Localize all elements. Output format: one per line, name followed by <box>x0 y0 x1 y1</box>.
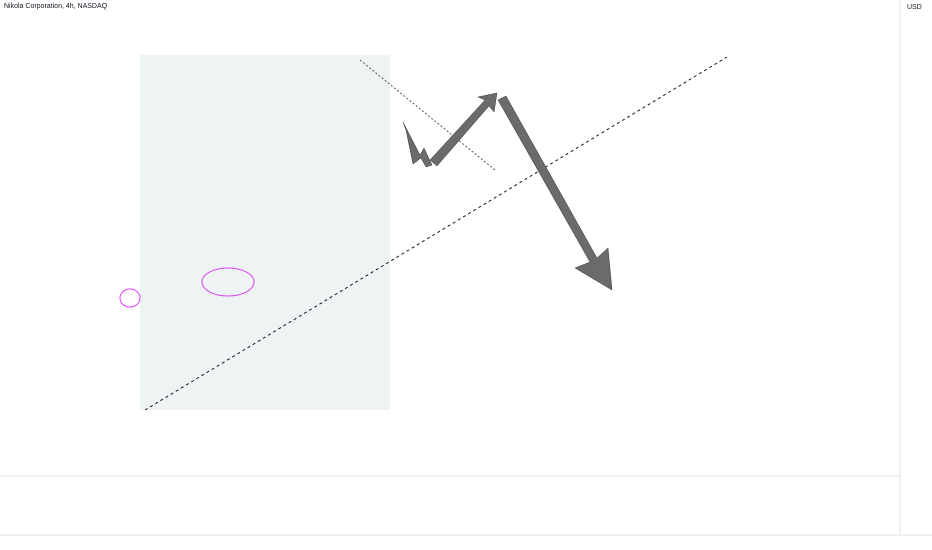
axis-background <box>900 0 932 550</box>
arrow <box>429 92 498 167</box>
wave-region <box>140 55 390 410</box>
currency: USD <box>907 4 922 11</box>
trend-line <box>359 59 496 171</box>
arrow <box>497 95 613 291</box>
highlight-circle <box>119 288 141 308</box>
arrow <box>402 121 433 168</box>
chart-title: Nikola Corporation, 4h, NASDAQ <box>4 3 108 10</box>
highlight-circle <box>201 267 255 297</box>
